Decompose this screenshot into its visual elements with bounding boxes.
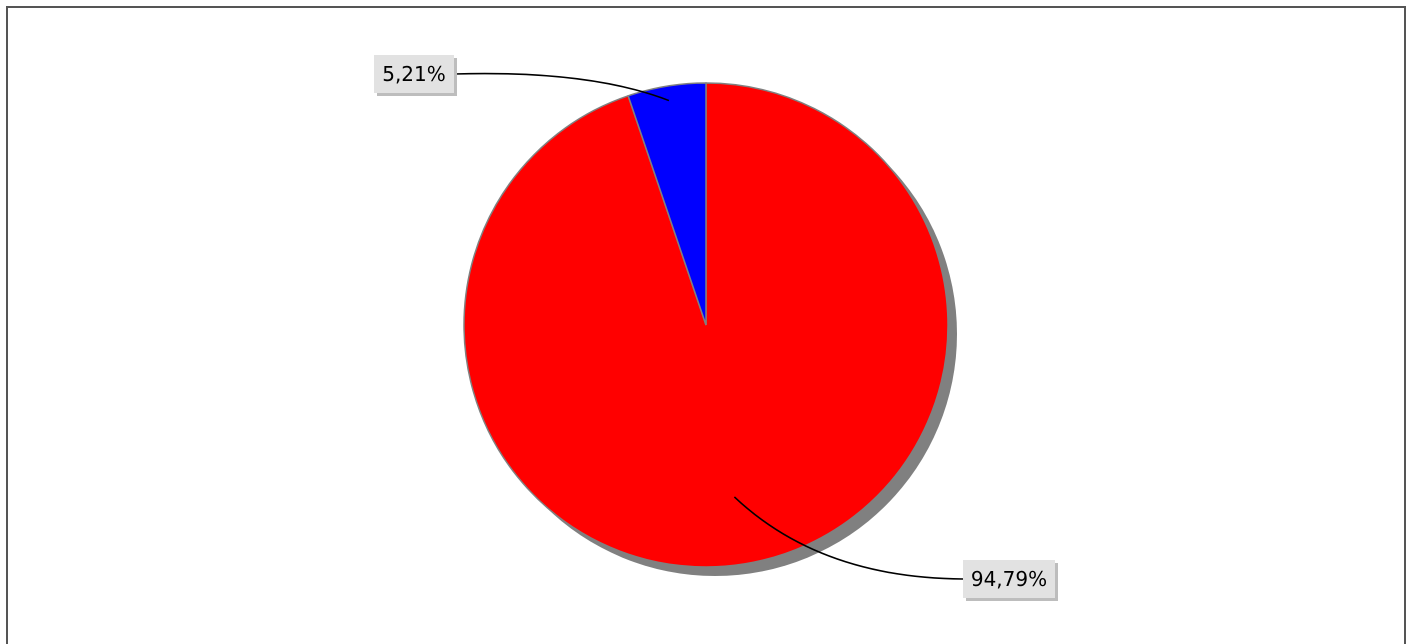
pie-slice — [627, 82, 707, 326]
slice-label: 5,21% — [382, 62, 446, 86]
label-leader-line — [733, 496, 964, 580]
slice-label: 94,79% — [971, 567, 1047, 591]
label-leader-line — [453, 72, 670, 102]
label-box — [374, 55, 454, 93]
label-box — [963, 560, 1055, 598]
